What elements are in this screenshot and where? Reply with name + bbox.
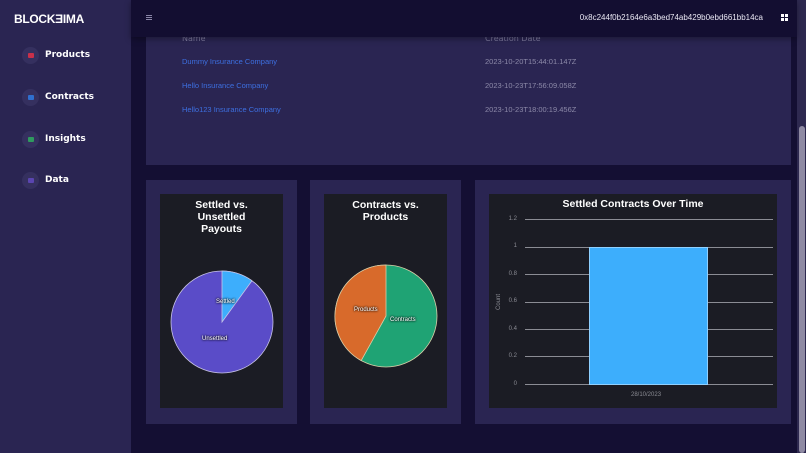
chart-title: Contracts vs. Products bbox=[352, 199, 419, 223]
bar-28-10-2023[interactable] bbox=[589, 247, 708, 385]
sidebar-item-products[interactable]: Products bbox=[22, 46, 90, 64]
chart-title: Settled vs. Unsettled Payouts bbox=[195, 199, 248, 235]
y-tick: 1 bbox=[513, 243, 517, 249]
column-header-name[interactable]: Name bbox=[182, 34, 206, 43]
settled-over-time-chart: Settled Contracts Over Time Count 1.2 1 … bbox=[489, 194, 777, 408]
contracts-icon bbox=[22, 88, 39, 106]
company-name-link[interactable]: Dummy Insurance Company bbox=[182, 57, 278, 66]
contracts-products-chart-card: Contracts vs. Products Products Contract… bbox=[310, 180, 461, 424]
pie-label-contracts: Contracts bbox=[390, 317, 416, 323]
y-tick: 0.4 bbox=[508, 326, 517, 332]
y-tick: 0.2 bbox=[508, 353, 517, 359]
topbar: 0x8c244f0b2164e6a3bed74ab429b0ebd661bb14… bbox=[131, 0, 797, 37]
sidebar-item-label: Insights bbox=[45, 134, 86, 144]
pie-label-settled: Settled bbox=[216, 299, 235, 305]
settled-over-time-chart-card: Settled Contracts Over Time Count 1.2 1 … bbox=[475, 180, 791, 424]
sidebar-item-contracts[interactable]: Contracts bbox=[22, 88, 94, 106]
sidebar-item-label: Data bbox=[45, 175, 69, 185]
sidebar: BLOCKƎIMA Products Contracts Insights Da… bbox=[0, 0, 131, 453]
payouts-pie[interactable] bbox=[169, 269, 275, 375]
column-header-creation-date[interactable]: Creation Date bbox=[485, 34, 541, 43]
sidebar-item-label: Products bbox=[45, 50, 91, 60]
scrollbar-thumb[interactable] bbox=[799, 126, 805, 453]
contracts-products-chart: Contracts vs. Products Products Contract… bbox=[324, 194, 447, 408]
payouts-chart-card: Settled vs. Unsettled Payouts Settled Un… bbox=[146, 180, 297, 424]
app-logo[interactable]: BLOCKƎIMA bbox=[14, 12, 84, 26]
company-name-link[interactable]: Hello Insurance Company bbox=[182, 81, 269, 90]
insights-icon bbox=[22, 130, 39, 148]
y-tick: 0.6 bbox=[508, 298, 517, 304]
creation-date: 2023-10-23T18:00:19.456Z bbox=[485, 105, 577, 114]
y-tick: 0.8 bbox=[508, 271, 517, 277]
data-icon bbox=[22, 171, 39, 189]
hamburger-icon[interactable] bbox=[146, 15, 152, 20]
gridline bbox=[525, 219, 773, 220]
payouts-chart: Settled vs. Unsettled Payouts Settled Un… bbox=[160, 194, 283, 408]
wallet-address: 0x8c244f0b2164e6a3bed74ab429b0ebd661bb14… bbox=[579, 13, 763, 22]
y-tick: 0 bbox=[513, 381, 517, 387]
pie-label-unsettled: Unsettled bbox=[202, 336, 228, 342]
pie-label-products: Products bbox=[354, 307, 378, 313]
sidebar-item-insights[interactable]: Insights bbox=[22, 130, 86, 148]
creation-date: 2023-10-20T15:44:01.147Z bbox=[485, 57, 577, 66]
sidebar-item-data[interactable]: Data bbox=[22, 171, 69, 189]
grid-icon[interactable] bbox=[781, 14, 788, 21]
products-icon bbox=[22, 46, 39, 64]
companies-table: Name Creation Date Dummy Insurance Compa… bbox=[146, 18, 791, 165]
creation-date: 2023-10-23T17:56:09.058Z bbox=[485, 81, 577, 90]
contracts-products-pie[interactable] bbox=[333, 263, 439, 369]
sidebar-item-label: Contracts bbox=[45, 92, 95, 102]
company-name-link[interactable]: Hello123 Insurance Company bbox=[182, 105, 281, 114]
page-scrollbar[interactable] bbox=[797, 0, 806, 453]
x-tick: 28/10/2023 bbox=[631, 392, 662, 398]
chart-title: Settled Contracts Over Time bbox=[562, 198, 704, 210]
y-tick: 1.2 bbox=[508, 216, 517, 222]
